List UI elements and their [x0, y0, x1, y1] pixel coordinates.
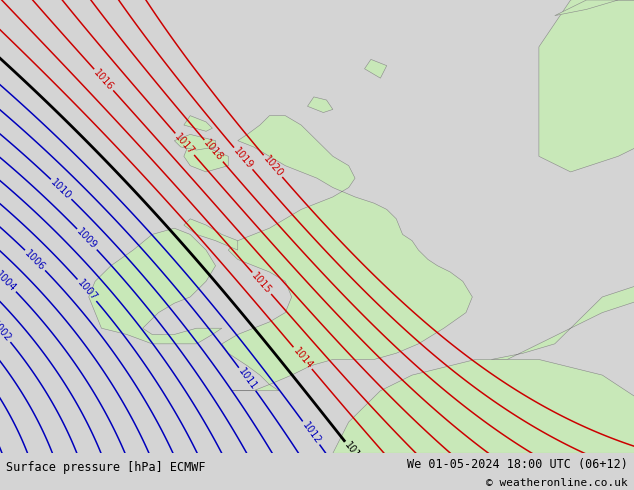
Text: 1010: 1010	[49, 177, 74, 201]
Text: © weatheronline.co.uk: © weatheronline.co.uk	[486, 478, 628, 489]
Polygon shape	[539, 0, 634, 172]
Polygon shape	[307, 97, 333, 113]
Polygon shape	[222, 116, 472, 391]
Polygon shape	[365, 59, 387, 78]
Text: 1004: 1004	[0, 270, 18, 294]
Polygon shape	[184, 141, 228, 172]
Text: 1013: 1013	[342, 440, 365, 465]
Text: 1007: 1007	[75, 278, 99, 303]
Polygon shape	[333, 360, 634, 453]
Text: 1012: 1012	[300, 420, 323, 446]
Text: 1016: 1016	[92, 67, 115, 92]
Polygon shape	[184, 219, 238, 250]
Text: 1002: 1002	[0, 318, 13, 343]
Text: 1006: 1006	[23, 248, 48, 272]
Polygon shape	[174, 134, 216, 150]
Text: 1020: 1020	[261, 153, 285, 179]
Text: 1017: 1017	[173, 132, 197, 157]
Polygon shape	[491, 281, 634, 360]
Text: 1009: 1009	[75, 227, 99, 251]
Text: We 01-05-2024 18:00 UTC (06+12): We 01-05-2024 18:00 UTC (06+12)	[407, 458, 628, 471]
Text: Surface pressure [hPa] ECMWF: Surface pressure [hPa] ECMWF	[6, 461, 206, 474]
Text: 1018: 1018	[202, 138, 225, 163]
Text: 1019: 1019	[231, 146, 255, 171]
Text: 1015: 1015	[250, 270, 274, 296]
Polygon shape	[555, 0, 634, 16]
Polygon shape	[89, 228, 222, 344]
Polygon shape	[184, 116, 212, 131]
Text: 1014: 1014	[291, 345, 314, 371]
Text: 1011: 1011	[236, 367, 259, 392]
